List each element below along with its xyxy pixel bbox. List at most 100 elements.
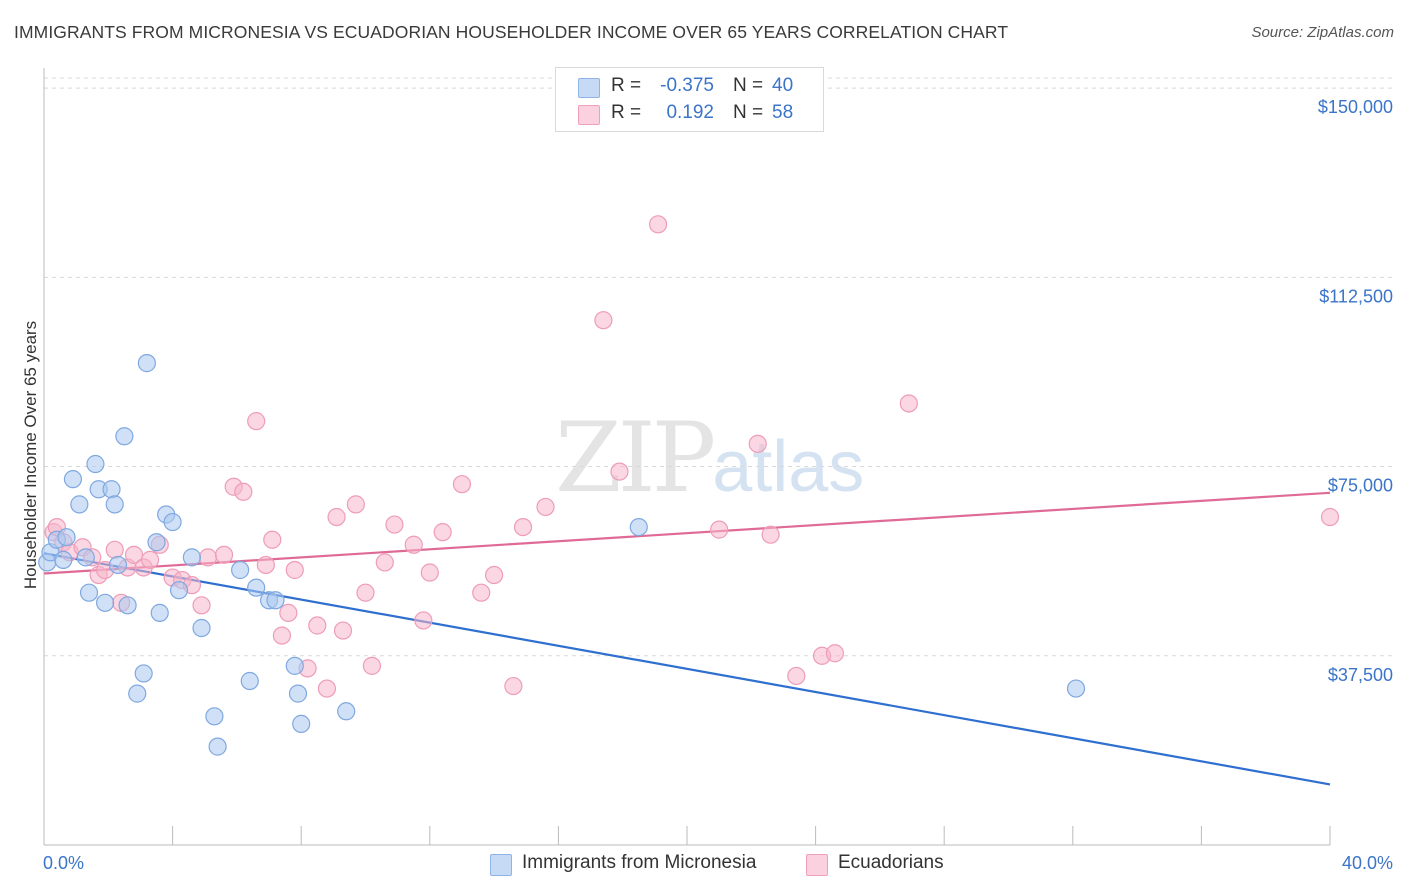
point-ecuadorian <box>279 603 298 622</box>
point-ecuadorian <box>452 475 472 494</box>
point-ecuadorian <box>263 530 282 549</box>
point-ecuadorian <box>761 525 780 544</box>
point-micronesia <box>102 480 121 499</box>
point-micronesia <box>182 548 201 567</box>
point-micronesia <box>247 578 266 597</box>
point-micronesia <box>118 596 137 615</box>
point-ecuadorian <box>748 434 767 453</box>
point-ecuadorian <box>317 679 337 698</box>
point-ecuadorian <box>362 656 382 675</box>
point-micronesia <box>205 707 224 726</box>
point-ecuadorian <box>825 644 844 663</box>
point-micronesia <box>147 533 166 552</box>
point-micronesia <box>629 517 648 537</box>
point-ecuadorian <box>648 215 668 234</box>
point-ecuadorian <box>333 621 353 640</box>
point-micronesia <box>266 591 285 610</box>
axis-labels: $37,500 $75,000 $112,500 $150,000 0.0% 40.0% H… <box>21 97 1393 873</box>
point-ecuadorian <box>140 550 160 569</box>
point-ecuadorian <box>198 548 218 567</box>
point-ecuadorian <box>414 611 433 630</box>
point-micronesia <box>70 495 89 514</box>
point-ecuadorian <box>420 563 439 582</box>
point-micronesia <box>169 581 189 600</box>
point-ecuadorian <box>899 394 918 413</box>
point-ecuadorian <box>513 517 533 537</box>
y-tick-label: $75,000 <box>1328 476 1393 496</box>
point-ecuadorian <box>285 560 304 580</box>
legend-row-micronesia: R = -0.375 N = 40 <box>556 75 823 101</box>
point-ecuadorian <box>234 482 253 501</box>
point-micronesia <box>208 737 227 756</box>
point-ecuadorian <box>105 540 124 559</box>
point-micronesia <box>134 664 153 683</box>
trend-line-ecuadorians <box>43 491 1331 575</box>
point-ecuadorian <box>1320 507 1340 527</box>
point-micronesia <box>292 714 311 733</box>
chart-title: IMMIGRANTS FROM MICRONESIA VS ECUADORIAN… <box>14 22 1009 42</box>
point-ecuadorian <box>710 520 729 539</box>
point-micronesia <box>63 470 83 489</box>
point-micronesia <box>95 593 115 612</box>
point-micronesia <box>150 603 169 622</box>
point-ecuadorian <box>375 553 394 572</box>
point-ecuadorian <box>594 311 613 330</box>
trend-line-micronesia <box>43 552 1331 786</box>
legend-n-label: N = <box>733 75 764 96</box>
point-ecuadorian <box>308 616 327 635</box>
legend-r-label: R = <box>611 102 642 123</box>
point-micronesia <box>337 702 356 721</box>
point-ecuadorian <box>433 523 452 542</box>
legend-row-ecuadorians: R = 0.192 N = 58 <box>556 102 823 128</box>
point-micronesia <box>86 454 105 474</box>
legend-n-value: 58 <box>772 102 794 123</box>
point-micronesia <box>79 583 99 602</box>
point-micronesia <box>240 671 259 691</box>
point-ecuadorian <box>124 545 144 564</box>
axes <box>43 68 1331 846</box>
point-ecuadorian <box>356 583 375 602</box>
legend-label-micronesia: Immigrants from Micronesia <box>522 852 757 873</box>
legend-n-value: 40 <box>772 75 794 96</box>
source-credit: Source: ZipAtlas.com <box>1251 24 1394 41</box>
legend-swatch-blue <box>578 78 600 98</box>
correlation-legend: R = -0.375 N = 40 R = 0.192 N = 58 <box>555 67 824 132</box>
legend-swatch-blue <box>490 854 512 876</box>
legend-r-label: R = <box>611 75 642 96</box>
point-ecuadorian <box>272 626 292 645</box>
point-micronesia <box>115 427 134 446</box>
legend-r-value: -0.375 <box>660 75 714 96</box>
point-micronesia <box>54 550 73 569</box>
point-ecuadorian <box>346 495 365 514</box>
point-ecuadorian <box>536 497 555 517</box>
point-ecuadorian <box>485 565 504 585</box>
watermark-zip: ZIP <box>555 402 716 514</box>
point-ecuadorian <box>192 596 211 615</box>
point-micronesia <box>105 495 124 514</box>
point-micronesia <box>231 560 250 580</box>
point-micronesia <box>288 684 308 703</box>
point-ecuadorian <box>472 583 491 602</box>
point-micronesia <box>57 528 76 547</box>
x-tick-label: 40.0% <box>1342 853 1393 873</box>
x-tick-label: 0.0% <box>43 853 84 873</box>
point-micronesia <box>137 354 156 373</box>
y-tick-label: $37,500 <box>1328 665 1393 685</box>
point-ecuadorian <box>327 507 346 527</box>
point-ecuadorian <box>404 535 423 554</box>
point-micronesia <box>128 684 147 703</box>
point-ecuadorian <box>504 676 523 696</box>
y-tick-label: $112,500 <box>1319 286 1393 306</box>
legend-r-value: 0.192 <box>666 102 714 123</box>
point-ecuadorian <box>610 462 629 481</box>
legend-swatch-pink <box>578 105 600 125</box>
point-micronesia <box>285 656 304 675</box>
trend-lines <box>43 491 1331 786</box>
y-axis-title: Householder Income Over 65 years <box>21 321 40 589</box>
legend-swatch-pink <box>806 854 828 876</box>
point-micronesia <box>108 555 128 575</box>
point-ecuadorian <box>787 666 806 686</box>
point-micronesia <box>1066 679 1086 698</box>
point-ecuadorian <box>256 555 275 575</box>
